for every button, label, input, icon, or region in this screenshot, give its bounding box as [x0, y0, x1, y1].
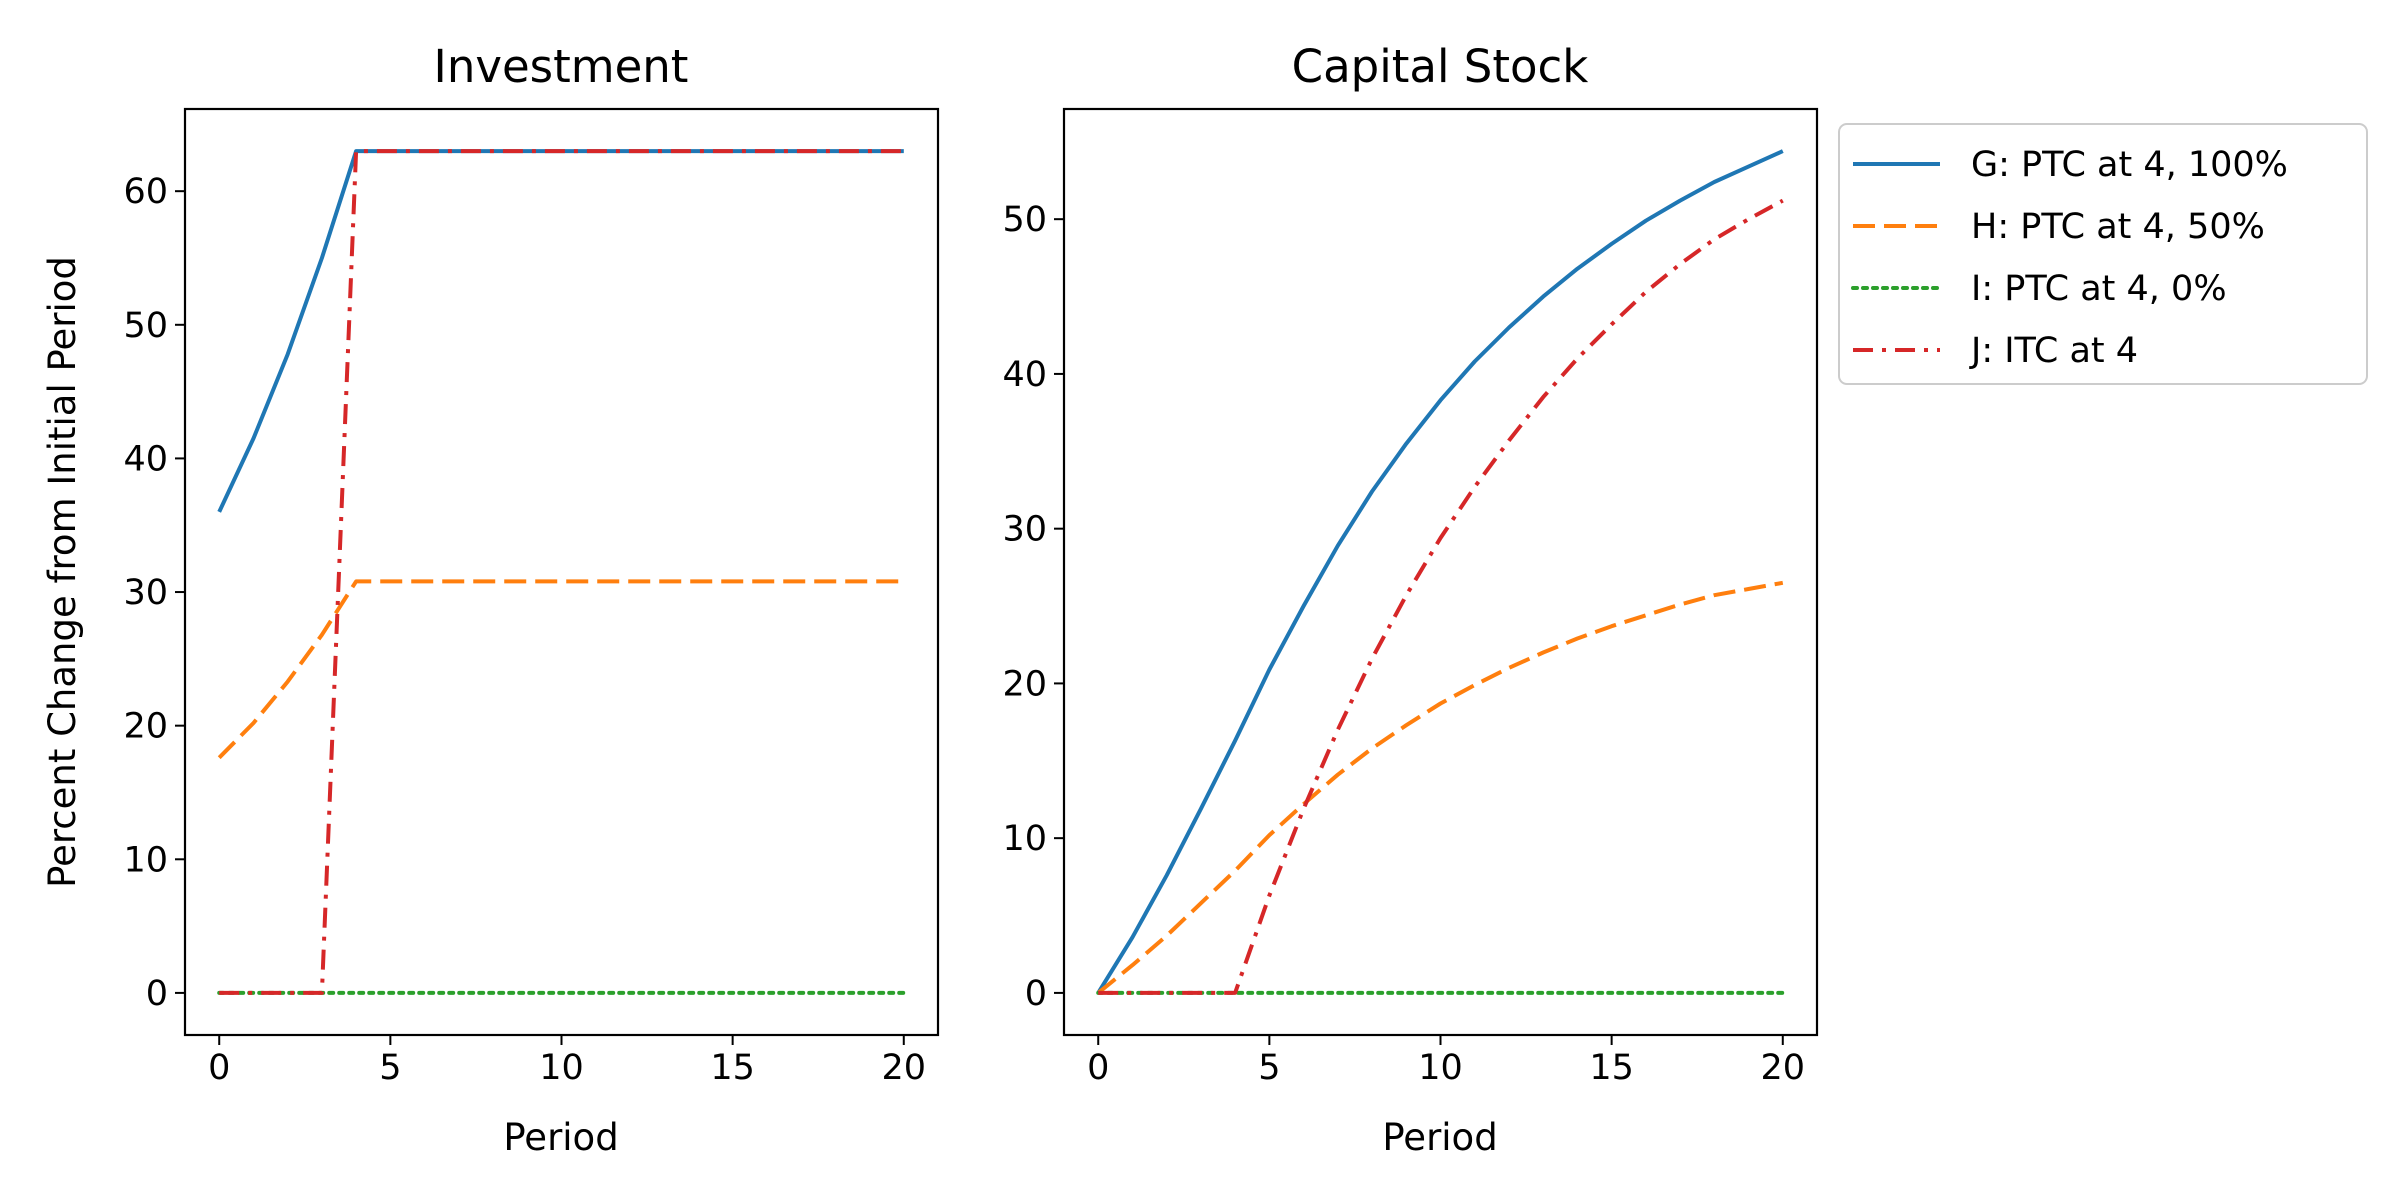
investment-x-tick-label: 15: [710, 1048, 755, 1088]
capital-stock-ticks: 0 5 10 15 20 0 10 20 30 40 50: [1002, 200, 1805, 1088]
capital-stock-x-tick-label: 0: [1087, 1048, 1109, 1088]
investment-x-tick-label: 20: [881, 1048, 926, 1088]
investment-plot-area: [185, 109, 938, 1035]
legend: G: PTC at 4, 100% H: PTC at 4, 50% I: PTC …: [1838, 123, 2368, 385]
capital-stock-series-h-ptc-at-4-50: [1096, 580, 1784, 995]
investment-x-tick-label: 0: [208, 1048, 230, 1088]
investment-ticks: 0 5 10 15 20 0 10 20 30 40 50 60: [123, 172, 926, 1088]
legend-items: G: PTC at 4, 100% H: PTC at 4, 50% I: PTC …: [1851, 145, 2288, 371]
investment-y-tick-label: 20: [123, 707, 168, 747]
legend-box: [1838, 123, 2368, 385]
investment-x-axis-label: Period: [503, 1116, 618, 1159]
capital-stock-series-lines: [1096, 149, 1785, 995]
capital-stock-x-tick-label: 10: [1418, 1048, 1463, 1088]
investment-y-tick-label: 10: [123, 840, 168, 880]
investment-series-h-ptc-at-4-50: [217, 579, 904, 760]
investment-series-j-itc-at-4: [219, 149, 904, 995]
investment-title: Investment: [434, 40, 689, 93]
capital-stock-x-tick-label: 15: [1589, 1048, 1634, 1088]
capital-stock-axes-frame: [1062, 107, 1819, 1037]
capital-stock-panel: Capital Stock 0 5 10 15 20 0 10 20 30 40 50 Period: [1002, 40, 1819, 1159]
investment-y-tick-label: 50: [123, 306, 168, 346]
legend-label-i-ptc-at-4-0: I: PTC at 4, 0%: [1971, 269, 2227, 309]
capital-stock-y-tick-label: 0: [1025, 974, 1047, 1014]
capital-stock-y-tick-label: 10: [1002, 819, 1047, 859]
legend-label-j-itc-at-4: J: ITC at 4: [1969, 331, 2138, 371]
investment-x-tick-label: 5: [379, 1048, 401, 1088]
investment-y-tick-label: 0: [146, 974, 168, 1014]
capital-stock-series-j-itc-at-4: [1098, 198, 1784, 995]
capital-stock-x-tick-label: 20: [1760, 1048, 1805, 1088]
legend-label-h-ptc-at-4-50: H: PTC at 4, 50%: [1971, 207, 2265, 247]
capital-stock-y-tick-label: 20: [1002, 664, 1047, 704]
investment-y-tick-label: 40: [123, 439, 168, 479]
capital-stock-y-tick-label: 40: [1002, 355, 1047, 395]
investment-series-lines: [217, 149, 906, 995]
capital-stock-title: Capital Stock: [1292, 40, 1589, 93]
investment-y-tick-label: 30: [123, 573, 168, 613]
investment-y-tick-label: 60: [123, 172, 168, 212]
capital-stock-y-tick-label: 30: [1002, 510, 1047, 550]
investment-x-tick-label: 10: [539, 1048, 584, 1088]
capital-stock-x-axis-label: Period: [1382, 1116, 1497, 1159]
capital-stock-series-g-ptc-at-4-100: [1096, 149, 1784, 994]
capital-stock-y-tick-label: 50: [1002, 200, 1047, 240]
capital-stock-x-tick-label: 5: [1258, 1048, 1280, 1088]
investment-y-axis-label: Percent Change from Initial Period: [41, 256, 84, 888]
capital-stock-plot-area: [1064, 109, 1817, 1035]
legend-label-g-ptc-at-4-100: G: PTC at 4, 100%: [1971, 145, 2288, 185]
investment-axes-frame: [183, 107, 940, 1037]
